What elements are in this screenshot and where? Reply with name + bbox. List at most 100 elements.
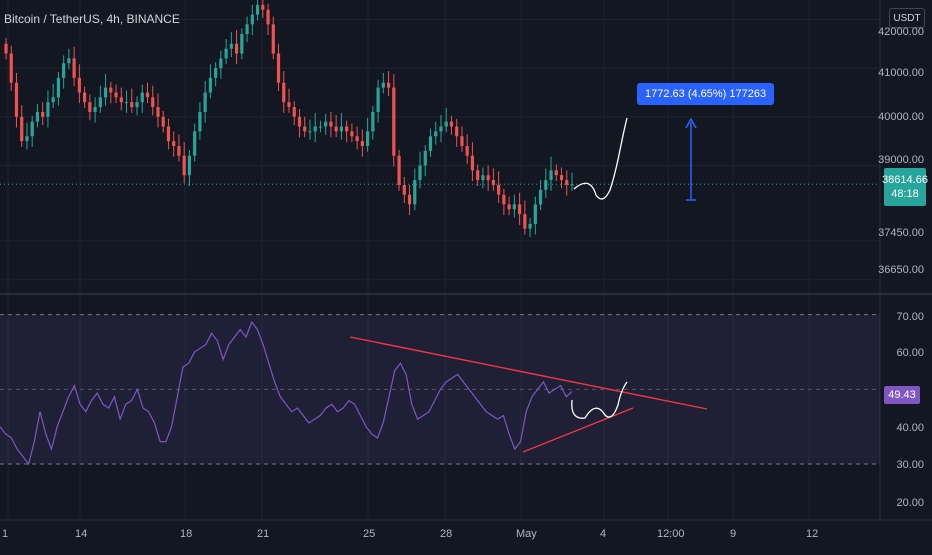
candle-body: [151, 97, 155, 108]
candle-body: [119, 97, 123, 103]
rsi-scale-label: 40.00: [896, 422, 924, 434]
time-axis-label: 12: [806, 528, 819, 540]
candle-body: [428, 136, 433, 151]
candle-body: [46, 102, 50, 117]
candle-body: [497, 184, 501, 195]
candle-body: [177, 146, 181, 156]
candle-body: [62, 63, 66, 78]
candle-body: [240, 34, 244, 54]
rsi-scale-label: 20.00: [896, 497, 924, 509]
candle-body: [439, 126, 443, 132]
candle-body: [481, 175, 485, 181]
candle-body: [512, 204, 516, 210]
price-candles: [0, 0, 880, 238]
candle-body: [533, 204, 537, 224]
time-axis-label: May: [516, 528, 537, 540]
time-axis-label: 21: [257, 528, 270, 540]
rsi-scale-label: 30.00: [896, 459, 924, 471]
candle-body: [486, 175, 490, 181]
candle-body: [255, 4, 260, 15]
candle-body: [303, 126, 307, 132]
candle-body: [381, 82, 385, 88]
candle-body: [570, 184, 574, 186]
measure-label[interactable]: 1772.63 (4.65%) 177263: [637, 83, 775, 105]
candle-body: [219, 58, 223, 69]
candle-body: [229, 43, 233, 49]
rsi-last-tag: 49.43: [884, 386, 920, 404]
price-scale-label: 36650.00: [878, 264, 924, 276]
candle-body: [166, 126, 171, 142]
candle-body: [376, 87, 380, 112]
candle-body: [266, 9, 270, 25]
candle-body: [41, 111, 45, 117]
rsi-resistance-trendline: [349, 336, 708, 410]
candle-body: [402, 184, 406, 195]
candle-body: [502, 194, 506, 205]
candle-body: [214, 68, 218, 78]
last-price-value: 38614.66: [882, 174, 928, 186]
price-scale-label: 42000.00: [878, 26, 924, 38]
candle-body: [51, 97, 55, 103]
candle-body: [565, 180, 569, 185]
price-scale-label: 37450.00: [878, 227, 924, 239]
rsi-projection-drawing: [571, 381, 628, 419]
candle-body: [434, 131, 438, 137]
time-axis-label: 4: [600, 528, 607, 540]
candle-body: [4, 43, 8, 54]
candle-body: [124, 102, 129, 104]
price-scale-label: 39000.00: [878, 154, 924, 166]
candle-body: [271, 24, 275, 54]
candle-body: [114, 92, 118, 98]
candle-body: [355, 136, 359, 142]
candle-body: [282, 82, 286, 103]
candle-body: [297, 116, 302, 127]
candle-body: [554, 170, 558, 176]
candle-body: [25, 136, 29, 142]
candle-body: [261, 4, 265, 10]
candle-body: [20, 116, 24, 142]
candle-body: [140, 92, 144, 103]
time-axis-label: 1: [2, 528, 9, 540]
candle-body: [345, 126, 349, 132]
candle-body: [56, 77, 61, 98]
candle-body: [507, 204, 511, 210]
time-axis-label: 18: [180, 528, 193, 540]
candle-body: [339, 126, 344, 132]
time-axis-label: 14: [75, 528, 88, 540]
candle-body: [250, 14, 254, 25]
candle-body: [287, 102, 291, 108]
candle-body: [187, 155, 192, 176]
candle-body: [313, 126, 317, 132]
price-scale-label: 40000.00: [878, 111, 924, 123]
candle-body: [544, 180, 548, 190]
rsi-pane: [0, 314, 880, 466]
candle-body: [371, 111, 375, 132]
candle-body: [366, 131, 370, 146]
candle-body: [413, 180, 417, 205]
candle-body: [329, 121, 333, 127]
candle-body: [88, 102, 92, 112]
candle-body: [308, 131, 312, 133]
candle-body: [360, 141, 364, 146]
symbol-title[interactable]: Bitcoin / TetherUS, 4h, BINANCE: [4, 12, 180, 26]
candle-body: [72, 58, 76, 78]
candle-body: [103, 87, 108, 98]
candle-body: [292, 107, 296, 117]
currency-button[interactable]: USDT: [889, 8, 925, 28]
candle-body: [491, 180, 495, 185]
projection-drawing: [573, 117, 628, 200]
candle-body: [455, 126, 459, 137]
candle-body: [276, 53, 281, 83]
candle-body: [67, 58, 71, 64]
rsi-line: [0, 320, 573, 466]
candle-body: [407, 194, 412, 205]
candle-body: [470, 155, 475, 171]
candle-body: [559, 175, 564, 181]
candle-body: [245, 24, 249, 35]
candle-body: [444, 121, 448, 127]
bar-countdown: 48:18: [891, 188, 919, 200]
candle-body: [528, 223, 532, 229]
measure-arrowhead: [685, 117, 697, 129]
